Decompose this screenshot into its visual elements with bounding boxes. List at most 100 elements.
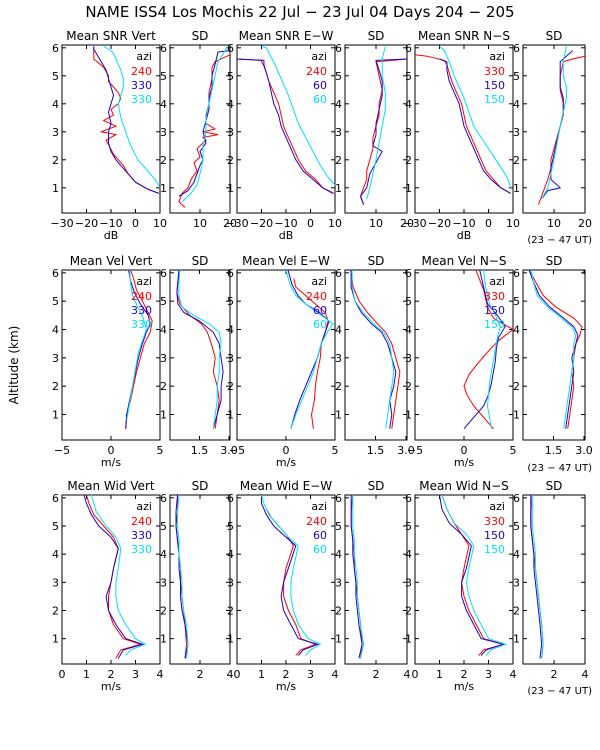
series-line-3 bbox=[351, 270, 395, 429]
y-tick-label: 2 bbox=[335, 604, 342, 617]
y-tick-label: 6 bbox=[335, 42, 342, 55]
y-tick-label: 5 bbox=[227, 70, 234, 83]
panel-title: Mean SNR Vert bbox=[66, 29, 156, 43]
legend-entry: 150 bbox=[484, 79, 505, 92]
y-tick-label: 4 bbox=[52, 98, 59, 111]
x-tick-label: 0 bbox=[307, 217, 314, 230]
figure-title: NAME ISS4 Los Mochis 22 Jul − 23 Jul 04 … bbox=[85, 3, 514, 21]
legend-entry: 60 bbox=[313, 79, 327, 92]
x-tick-label: 0 bbox=[108, 444, 115, 457]
x-tick-label: −10 bbox=[99, 217, 122, 230]
y-tick-label: 2 bbox=[335, 154, 342, 167]
y-tick-label: 2 bbox=[160, 604, 167, 617]
y-tick-label: 5 bbox=[335, 70, 342, 83]
legend-header: azi bbox=[136, 500, 152, 513]
series-line-1 bbox=[176, 269, 220, 429]
x-tick-label: 4 bbox=[582, 668, 589, 681]
series-line-2 bbox=[287, 269, 330, 429]
y-tick-label: 4 bbox=[227, 324, 234, 337]
series-line-2 bbox=[541, 50, 573, 200]
y-tick-label: 3 bbox=[52, 126, 59, 139]
y-tick-label: 5 bbox=[227, 295, 234, 308]
x-tick-label: −30 bbox=[50, 217, 73, 230]
x-tick-label: 10 bbox=[193, 217, 207, 230]
plot-frame bbox=[169, 44, 231, 214]
panel-14: SD 1 2 3 4 5 6 2 4 bbox=[160, 479, 234, 681]
y-tick-label: 6 bbox=[513, 42, 520, 55]
x-axis-label: m/s bbox=[101, 456, 121, 469]
y-tick-label: 5 bbox=[405, 295, 412, 308]
x-tick-label: 10 bbox=[328, 217, 342, 230]
series-line-1 bbox=[359, 58, 408, 205]
panel-title: Mean Wid Vert bbox=[67, 479, 154, 493]
series-line-3 bbox=[531, 495, 544, 659]
y-tick-label: 4 bbox=[160, 548, 167, 561]
series-line-3 bbox=[285, 269, 334, 429]
series-line-3 bbox=[177, 494, 189, 659]
y-tick-label: 3 bbox=[52, 576, 59, 589]
legend-entry: 330 bbox=[484, 515, 505, 528]
x-tick-label: 0 bbox=[412, 668, 419, 681]
x-tick-label: 3 bbox=[132, 668, 139, 681]
y-tick-label: 2 bbox=[513, 380, 520, 393]
panel-10: SD 1 2 3 4 5 6 1.5 3.0 bbox=[335, 254, 415, 457]
legend-header: azi bbox=[489, 50, 505, 63]
y-tick-label: 6 bbox=[160, 267, 167, 280]
series-line-3 bbox=[126, 269, 147, 421]
y-tick-label: 5 bbox=[405, 520, 412, 533]
x-tick-label: 1 bbox=[436, 668, 443, 681]
legend-entry: 330 bbox=[131, 304, 152, 317]
x-tick-label: −30 bbox=[225, 217, 248, 230]
panel-title: SD bbox=[192, 254, 209, 268]
x-tick-label: 4 bbox=[332, 668, 339, 681]
y-tick-label: 1 bbox=[160, 409, 167, 422]
series-line-2 bbox=[175, 494, 189, 659]
y-tick-label: 4 bbox=[513, 324, 520, 337]
x-tick-label: −20 bbox=[250, 217, 273, 230]
series-line-2 bbox=[439, 58, 511, 194]
y-tick-label: 5 bbox=[335, 520, 342, 533]
panel-2: SD 1 2 3 4 5 6 10 20 bbox=[160, 29, 237, 230]
y-tick-label: 5 bbox=[160, 520, 167, 533]
x-tick-label: 3.0 bbox=[575, 444, 593, 457]
y-tick-label: 4 bbox=[160, 98, 167, 111]
legend-entry: 330 bbox=[131, 529, 152, 542]
x-tick-label: 1.5 bbox=[367, 444, 385, 457]
x-tick-label: 3.0 bbox=[220, 444, 238, 457]
panel-title: Mean Wid N−S bbox=[419, 479, 509, 493]
y-tick-label: 1 bbox=[160, 182, 167, 195]
panel-title: Mean Vel Vert bbox=[70, 254, 153, 268]
y-tick-label: 6 bbox=[335, 267, 342, 280]
panel-12: SD 1 2 3 4 5 6 1.5 3.0 bbox=[513, 254, 593, 457]
y-tick-label: 3 bbox=[52, 352, 59, 365]
y-tick-label: 6 bbox=[405, 42, 412, 55]
panel-title: Mean SNR E−W bbox=[239, 29, 334, 43]
legend-header: azi bbox=[311, 50, 327, 63]
x-axis-label: m/s bbox=[454, 680, 474, 693]
legend-entry: 60 bbox=[313, 529, 327, 542]
x-tick-label: 10 bbox=[506, 217, 520, 230]
panel-title: Mean SNR N−S bbox=[418, 29, 510, 43]
y-tick-label: 1 bbox=[160, 633, 167, 646]
time-note-row-2: (23 − 47 UT) bbox=[527, 463, 592, 474]
legend-header: azi bbox=[136, 50, 152, 63]
y-tick-label: 4 bbox=[227, 548, 234, 561]
legend-entry: 150 bbox=[484, 543, 505, 556]
panel-8: SD 1 2 3 4 5 6 1.5 3.0 bbox=[160, 254, 238, 457]
y-tick-label: 1 bbox=[405, 182, 412, 195]
legend-header: azi bbox=[311, 500, 327, 513]
y-tick-label: 5 bbox=[335, 295, 342, 308]
panel-title: Mean Wid E−W bbox=[240, 479, 333, 493]
legend-header: azi bbox=[489, 500, 505, 513]
x-tick-label: 4 bbox=[157, 668, 164, 681]
y-tick-label: 4 bbox=[513, 548, 520, 561]
panel-16: SD 1 2 3 4 5 6 2 4 bbox=[335, 479, 411, 681]
x-tick-label: 5 bbox=[157, 444, 164, 457]
y-tick-label: 3 bbox=[227, 576, 234, 589]
x-tick-label: 0 bbox=[234, 668, 241, 681]
y-tick-label: 1 bbox=[335, 182, 342, 195]
panel-title: SD bbox=[546, 29, 563, 43]
x-axis-label: m/s bbox=[276, 680, 296, 693]
x-tick-label: 20 bbox=[400, 217, 414, 230]
